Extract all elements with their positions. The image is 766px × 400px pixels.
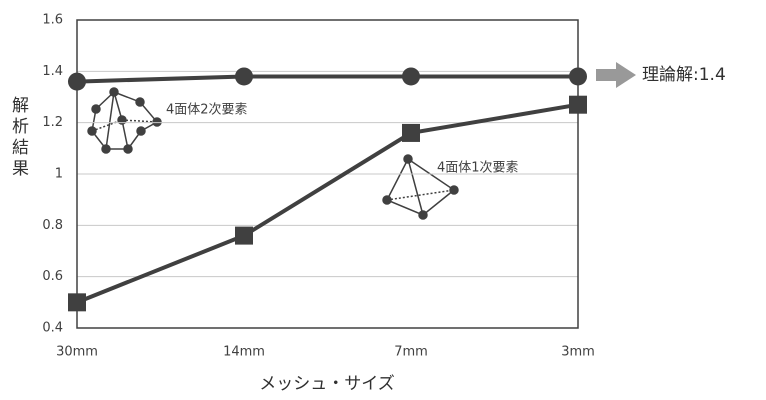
x-tick-label: 14mm bbox=[223, 345, 265, 360]
x-tick-label: 30mm bbox=[56, 345, 98, 360]
marker bbox=[569, 95, 587, 114]
tet2-icon bbox=[87, 87, 162, 154]
y-tick-label: 1.6 bbox=[42, 13, 63, 28]
series-label: 4面体2次要素 bbox=[166, 102, 248, 118]
y-tick-label: 1.2 bbox=[42, 115, 63, 130]
marker bbox=[235, 226, 253, 245]
tet1-icon bbox=[382, 154, 459, 220]
y-tick-label: 1.4 bbox=[42, 64, 63, 79]
plot-frame bbox=[76, 19, 579, 329]
y-axis-label: 解析結果 bbox=[8, 96, 29, 180]
marker bbox=[68, 293, 86, 312]
x-tick-label: 3mm bbox=[561, 345, 595, 360]
series-line bbox=[76, 74, 578, 84]
x-tick-label: 7mm bbox=[394, 345, 428, 360]
annotation: 理論解:1.4 bbox=[642, 65, 726, 85]
marker bbox=[402, 123, 420, 142]
y-tick-label: 0.6 bbox=[42, 269, 63, 284]
y-tick-label: 0.8 bbox=[42, 218, 63, 233]
marker bbox=[68, 72, 86, 91]
y-tick-label: 1 bbox=[55, 167, 63, 182]
y-tick-label: 0.4 bbox=[42, 321, 63, 336]
marker bbox=[235, 67, 253, 86]
x-axis-label: メッシュ・サイズ bbox=[259, 374, 395, 394]
marker bbox=[402, 67, 420, 86]
series-line bbox=[76, 102, 579, 305]
marker bbox=[569, 67, 587, 86]
annotation-arrow bbox=[596, 62, 636, 88]
series-label: 4面体1次要素 bbox=[437, 160, 519, 176]
